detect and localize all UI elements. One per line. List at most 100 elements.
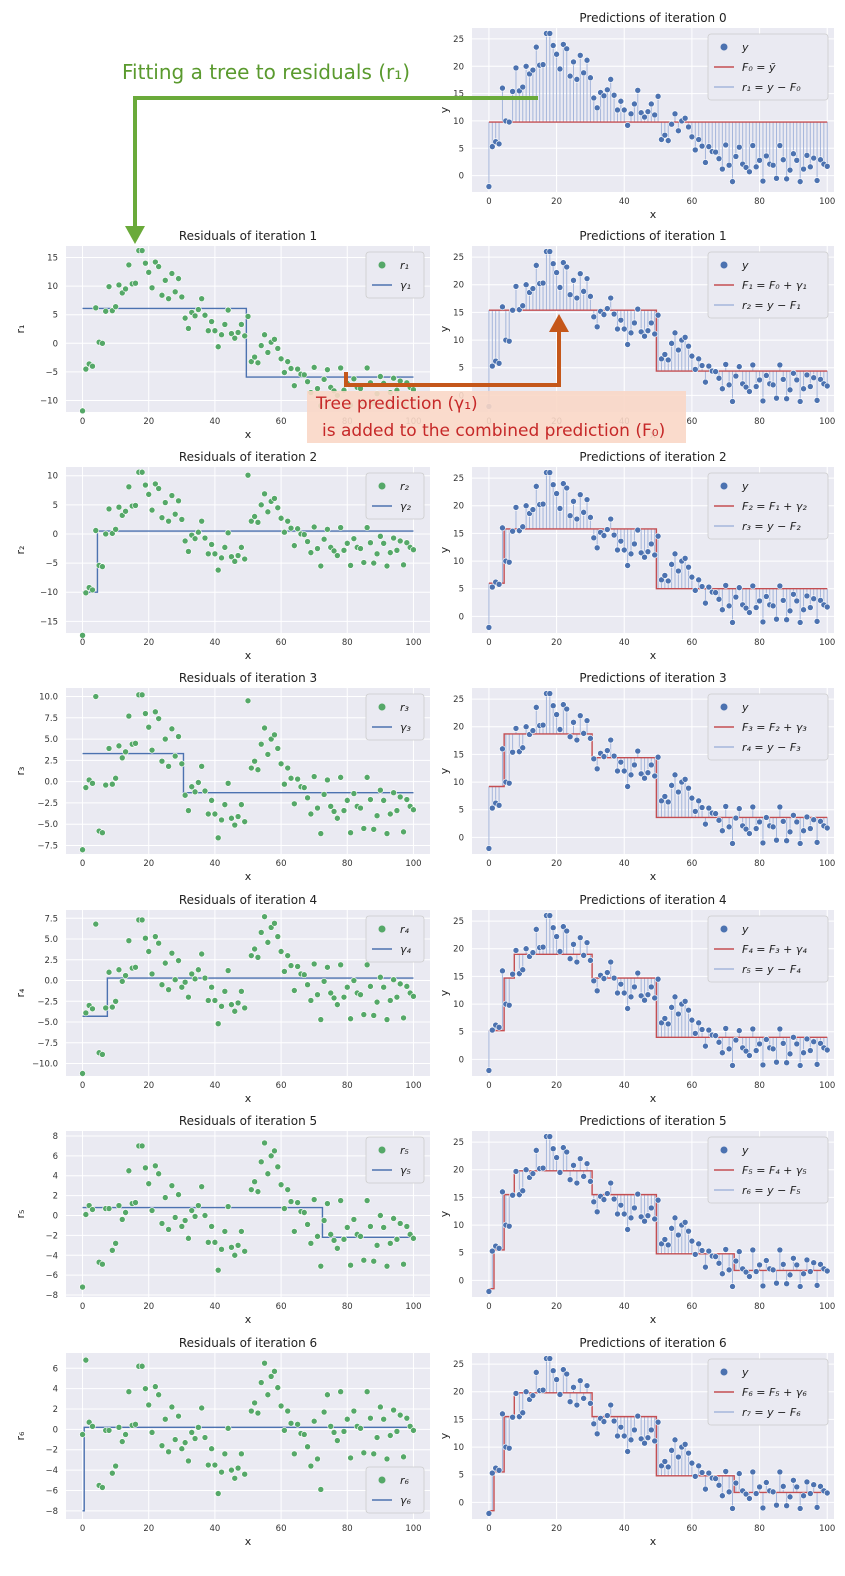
data-point bbox=[390, 789, 397, 797]
x-tick-label: 0 bbox=[80, 1302, 85, 1312]
data-point bbox=[566, 1176, 574, 1183]
legend-box bbox=[707, 251, 829, 319]
data-point bbox=[610, 974, 618, 982]
data-point bbox=[783, 1280, 790, 1288]
data-point bbox=[509, 527, 516, 535]
data-point bbox=[587, 1178, 594, 1185]
data-point bbox=[89, 1005, 96, 1013]
y-tick-label: 15 bbox=[453, 90, 464, 100]
data-point bbox=[330, 547, 338, 555]
data-point bbox=[195, 306, 202, 313]
data-point bbox=[823, 1046, 831, 1054]
legend-marker bbox=[720, 925, 728, 933]
data-point bbox=[746, 388, 753, 395]
data-point bbox=[320, 791, 328, 798]
data-point bbox=[300, 971, 308, 979]
data-point bbox=[746, 609, 753, 616]
data-point bbox=[99, 563, 106, 570]
data-point bbox=[817, 1261, 824, 1268]
data-point bbox=[637, 770, 645, 778]
y-tick-label: 2.5 bbox=[44, 756, 58, 766]
data-point bbox=[380, 1224, 387, 1231]
data-point bbox=[79, 632, 86, 639]
data-point bbox=[330, 1237, 338, 1244]
data-point bbox=[386, 1432, 394, 1439]
y-tick-label: 20 bbox=[453, 1166, 464, 1176]
data-point bbox=[786, 1493, 794, 1501]
data-point bbox=[600, 1418, 608, 1425]
data-point bbox=[719, 1270, 726, 1278]
data-point bbox=[79, 1070, 86, 1077]
data-point bbox=[593, 104, 601, 112]
data-point bbox=[251, 757, 258, 765]
data-point bbox=[529, 949, 537, 956]
data-point bbox=[685, 784, 692, 792]
data-point bbox=[580, 288, 587, 295]
data-point bbox=[593, 544, 601, 552]
data-point bbox=[271, 1368, 278, 1375]
data-point bbox=[300, 371, 308, 379]
data-point bbox=[138, 247, 146, 254]
data-point bbox=[201, 534, 209, 542]
data-point bbox=[668, 561, 675, 568]
data-point bbox=[403, 983, 411, 990]
y-tick-label: 10 bbox=[453, 778, 464, 788]
data-point bbox=[105, 1205, 113, 1212]
data-point bbox=[185, 1457, 192, 1465]
legend-marker bbox=[720, 43, 728, 51]
data-point bbox=[658, 136, 665, 143]
data-point bbox=[264, 349, 272, 356]
data-point bbox=[654, 975, 662, 983]
x-tick-label: 80 bbox=[754, 1302, 765, 1312]
data-point bbox=[390, 374, 397, 382]
data-point bbox=[553, 50, 560, 58]
data-point bbox=[370, 559, 378, 567]
data-point bbox=[112, 774, 119, 782]
data-point bbox=[499, 745, 506, 753]
data-point bbox=[688, 133, 696, 141]
data-point bbox=[300, 1431, 308, 1438]
panel-res-4: 0 20 40 60 80 100 −10.0 −7.5 −5.0 −2.5 0.0 2.5 5.0 7.… bbox=[14, 893, 430, 1105]
data-point bbox=[549, 702, 557, 710]
y-tick-label: 25 bbox=[453, 35, 464, 45]
panel-title: Residuals of iteration 3 bbox=[179, 671, 317, 685]
data-point bbox=[705, 1247, 713, 1255]
x-tick-label: 60 bbox=[686, 638, 697, 648]
legend: y F₁ = F₀ + γ₁ r₂ = y − F₁ bbox=[707, 251, 829, 319]
data-point bbox=[505, 779, 513, 787]
legend-marker bbox=[720, 1368, 728, 1376]
data-point bbox=[248, 517, 255, 525]
annotation-arrows bbox=[125, 96, 569, 387]
data-point bbox=[357, 991, 364, 998]
x-tick-label: 0 bbox=[486, 197, 491, 207]
data-point bbox=[769, 161, 777, 169]
data-point bbox=[367, 796, 374, 803]
x-tick-label: 100 bbox=[405, 859, 421, 869]
data-point bbox=[810, 374, 818, 381]
data-point bbox=[654, 753, 662, 761]
data-point bbox=[604, 1412, 611, 1419]
x-tick-label: 80 bbox=[342, 1302, 353, 1312]
data-point bbox=[715, 595, 723, 603]
data-point bbox=[171, 1436, 179, 1443]
y-tick-label: 0 bbox=[53, 1425, 58, 1435]
data-point bbox=[350, 977, 358, 984]
data-point bbox=[509, 88, 516, 95]
y-axis-label: r₄ bbox=[14, 988, 27, 998]
data-point bbox=[324, 1391, 331, 1399]
data-point bbox=[570, 498, 577, 505]
data-point bbox=[357, 1233, 364, 1240]
panel-title: Residuals of iteration 6 bbox=[179, 1336, 317, 1350]
panel-pred-0: 0 20 40 60 80 100 0 5 10 15 20 25 Predictions of ite… bbox=[438, 11, 835, 221]
data-point bbox=[109, 1469, 116, 1477]
data-point bbox=[277, 948, 285, 955]
data-point bbox=[773, 175, 780, 182]
data-point bbox=[152, 1383, 159, 1390]
prediction-line bbox=[488, 1170, 828, 1290]
data-point bbox=[522, 281, 530, 289]
data-point bbox=[198, 1183, 205, 1190]
data-point bbox=[549, 1145, 557, 1153]
data-point bbox=[539, 61, 547, 68]
y-axis-label: r₂ bbox=[14, 546, 27, 555]
data-point bbox=[631, 1426, 638, 1434]
